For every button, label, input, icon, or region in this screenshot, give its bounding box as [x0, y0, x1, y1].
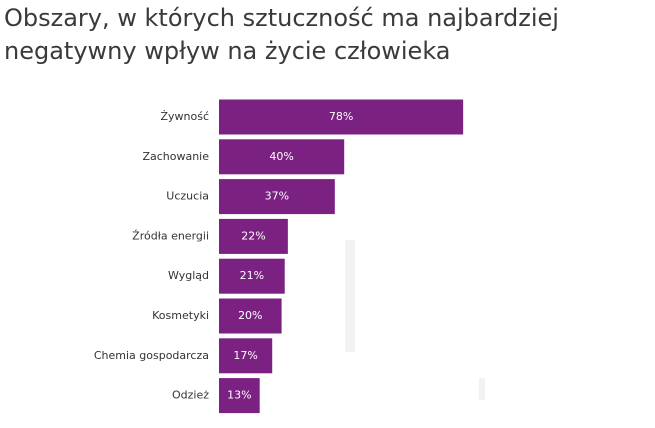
bar [219, 378, 260, 414]
bar [219, 258, 285, 294]
bar [219, 298, 282, 334]
category-label: Żywność [160, 110, 209, 123]
value-label: 22% [241, 229, 265, 242]
bar [219, 338, 273, 374]
bar [219, 218, 288, 254]
value-label: 20% [238, 309, 262, 322]
value-label: 13% [227, 389, 251, 402]
bar [219, 99, 464, 135]
category-label: Źródła energii [132, 229, 209, 242]
bar [219, 179, 335, 215]
artifact [345, 240, 355, 352]
category-label: Uczucia [166, 190, 209, 203]
category-label: Zachowanie [142, 150, 209, 163]
chart-title: Obszary, w których sztuczność ma najbard… [4, 4, 559, 65]
category-label: Kosmetyki [152, 309, 209, 322]
value-label: 21% [240, 269, 264, 282]
artifact [479, 378, 485, 400]
category-label: Wygląd [168, 269, 209, 282]
value-label: 37% [265, 190, 289, 203]
category-label: Odzież [172, 389, 209, 402]
value-label: 17% [233, 349, 257, 362]
value-label: 78% [329, 110, 353, 123]
bar [219, 139, 345, 175]
category-label: Chemia gospodarcza [94, 349, 209, 362]
value-label: 40% [269, 150, 293, 163]
